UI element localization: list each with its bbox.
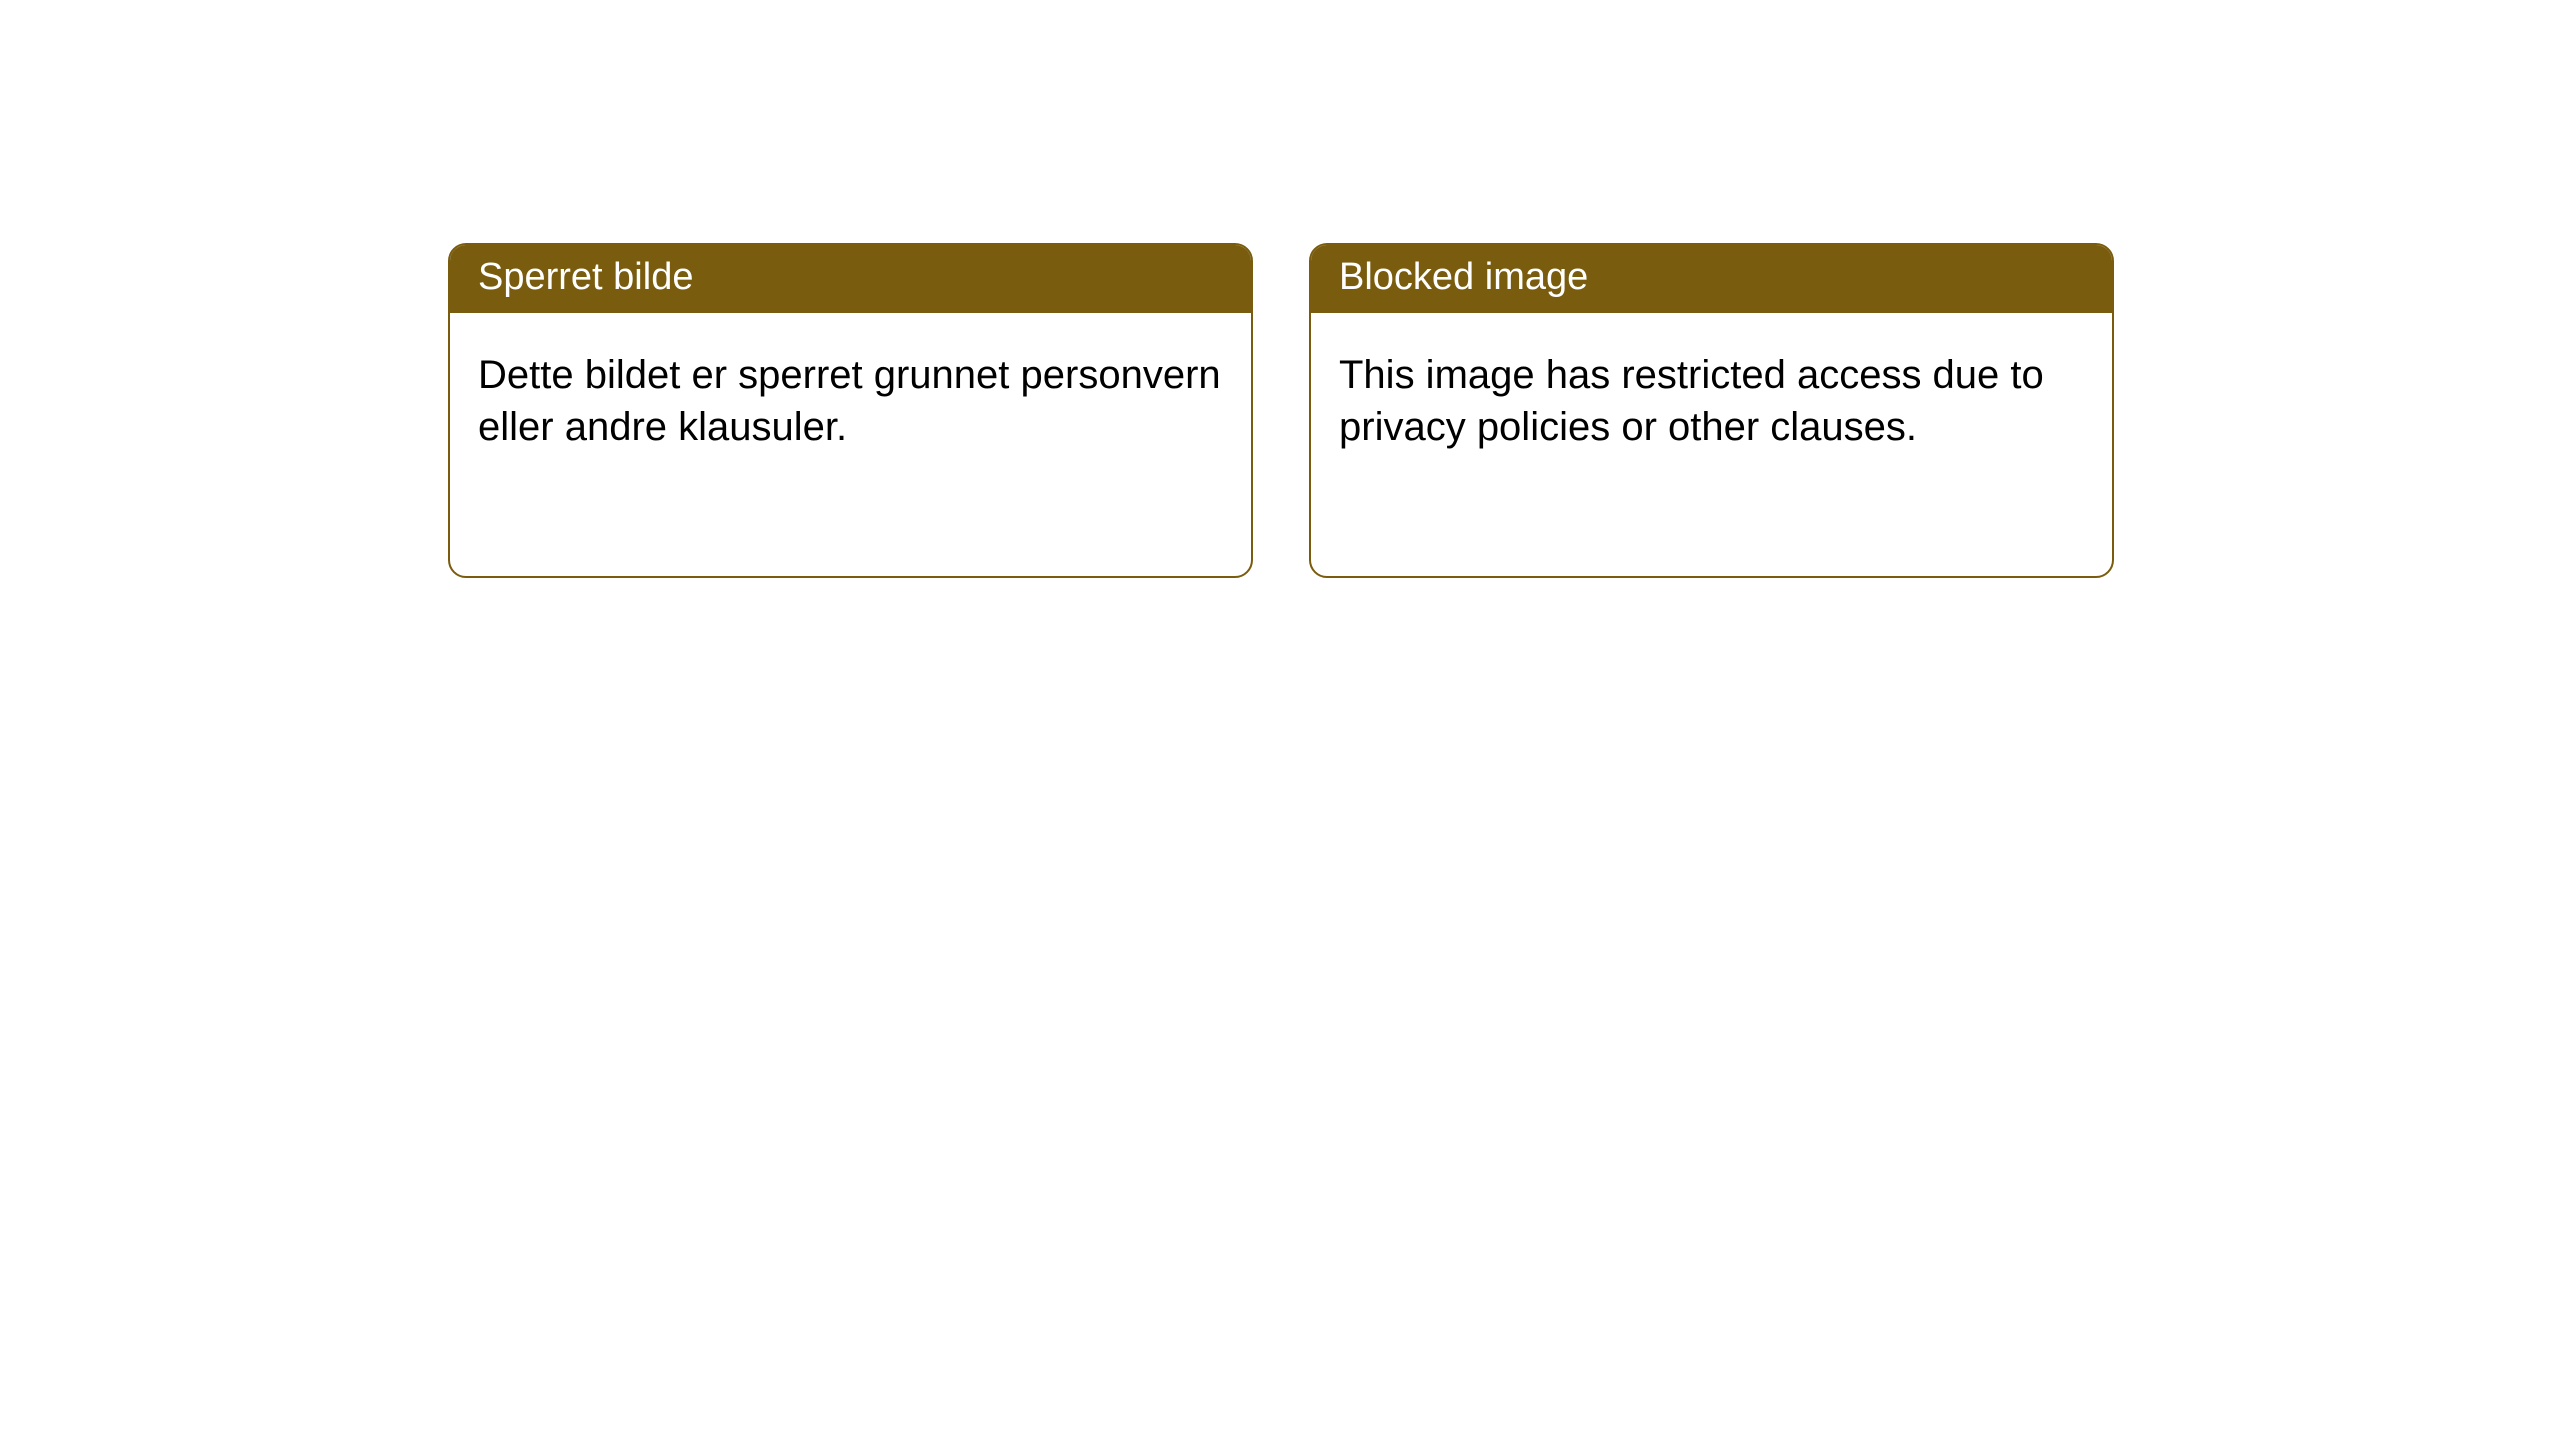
- notice-card-english: Blocked image This image has restricted …: [1309, 243, 2114, 578]
- notice-card-norwegian: Sperret bilde Dette bildet er sperret gr…: [448, 243, 1253, 578]
- notice-card-body: Dette bildet er sperret grunnet personve…: [450, 313, 1251, 489]
- notice-container: Sperret bilde Dette bildet er sperret gr…: [0, 0, 2560, 578]
- notice-card-title: Blocked image: [1311, 245, 2112, 313]
- notice-card-title: Sperret bilde: [450, 245, 1251, 313]
- notice-card-body: This image has restricted access due to …: [1311, 313, 2112, 489]
